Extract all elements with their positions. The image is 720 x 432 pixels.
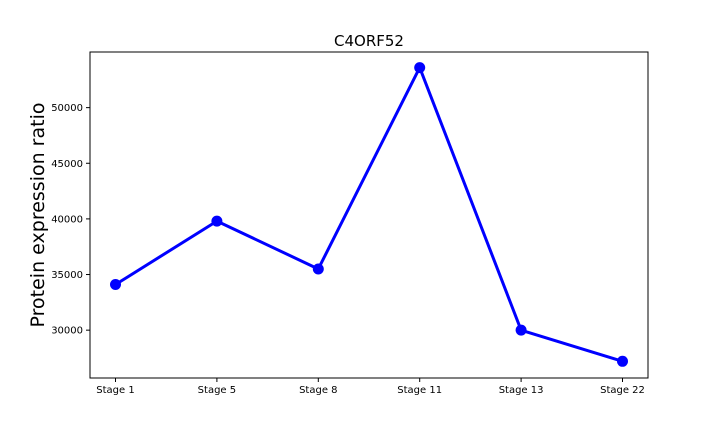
data-point [211, 215, 223, 227]
y-tick-label: 50000 [51, 103, 83, 114]
data-point [617, 355, 628, 367]
x-tick-label: Stage 13 [499, 385, 544, 396]
series-line [114, 66, 623, 363]
y-axis-label: Protein expression ratio [27, 103, 49, 328]
data-point [515, 324, 527, 336]
y-axis: 30000 35000 40000 45000 50000 [51, 103, 90, 337]
x-tick-label: Stage 8 [299, 385, 337, 396]
y-tick-label: 45000 [51, 159, 83, 170]
data-point [312, 263, 324, 275]
chart-title: C4ORF52 [334, 32, 404, 50]
y-tick-label: 40000 [51, 214, 83, 225]
x-tick-label: Stage 1 [96, 385, 134, 396]
x-tick-label: Stage 22 [600, 385, 645, 396]
series-points [110, 62, 628, 367]
y-tick-label: 35000 [51, 270, 83, 281]
x-tick-label: Stage 5 [198, 385, 236, 396]
x-axis: Stage 1 Stage 5 Stage 8 Stage 11 Stage 13 Sta… [96, 378, 645, 396]
data-point [110, 279, 121, 291]
y-tick-label: 30000 [51, 326, 83, 337]
plot-area-frame [89, 51, 649, 379]
data-point [414, 62, 426, 74]
x-tick-label: Stage 11 [397, 385, 442, 396]
